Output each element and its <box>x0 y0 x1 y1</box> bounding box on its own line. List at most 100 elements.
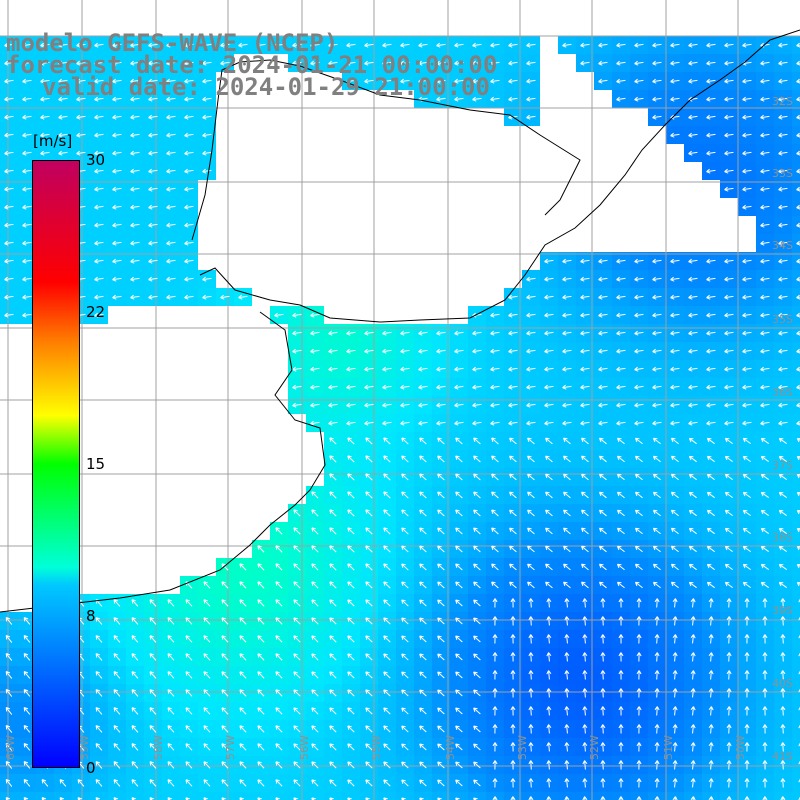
wind-arrow <box>652 276 662 282</box>
wind-arrow <box>311 491 319 499</box>
wind-arrow <box>257 617 265 625</box>
wind-arrow <box>564 670 570 680</box>
wind-arrow <box>400 60 410 66</box>
wind-arrow <box>600 688 606 698</box>
wind-arrow <box>275 671 283 679</box>
wind-arrow <box>581 581 589 589</box>
wind-arrow <box>688 312 698 318</box>
wind-arrow <box>473 689 481 697</box>
wind-arrow <box>293 725 301 733</box>
wind-arrow <box>473 527 481 535</box>
wind-arrow <box>636 688 642 698</box>
wind-arrow <box>580 366 590 372</box>
wind-arrow <box>22 294 32 300</box>
wind-arrow <box>509 491 517 499</box>
wind-speed-cell <box>792 234 800 252</box>
wind-arrow <box>742 491 751 499</box>
wind-arrow <box>184 204 194 210</box>
wind-arrow <box>455 653 463 661</box>
wind-arrow <box>383 617 391 625</box>
wind-arrow <box>599 491 607 499</box>
wind-arrow <box>546 634 552 644</box>
wind-arrow <box>544 330 554 336</box>
wind-arrow <box>544 294 554 300</box>
wind-arrow <box>780 670 786 680</box>
wind-arrow <box>238 294 248 300</box>
wind-speed-cell <box>216 792 234 800</box>
wind-arrow <box>329 491 337 499</box>
wind-arrow <box>598 78 608 84</box>
wind-arrow <box>347 599 355 607</box>
wind-arrow <box>419 653 427 661</box>
wind-arrow <box>527 437 535 445</box>
wind-arrow <box>400 420 410 426</box>
wind-arrow <box>724 420 734 426</box>
wind-arrow <box>544 276 554 282</box>
wind-arrow <box>293 671 301 679</box>
wind-arrow <box>293 779 301 787</box>
wind-arrow <box>364 348 374 354</box>
wind-arrow <box>347 527 355 535</box>
wind-arrow <box>562 348 572 354</box>
wind-speed-cell <box>432 792 450 800</box>
wind-arrow <box>293 743 301 751</box>
wind-arrow <box>544 402 554 408</box>
wind-arrow <box>491 527 499 535</box>
wind-arrow <box>616 437 625 445</box>
wind-arrow <box>311 599 319 607</box>
wind-arrow <box>473 743 481 751</box>
wind-arrow <box>202 96 212 102</box>
wind-arrow <box>311 545 319 553</box>
wind-arrow <box>455 779 463 787</box>
coastline <box>0 29 800 613</box>
wind-arrow <box>708 760 714 770</box>
wind-arrow <box>455 617 463 625</box>
wind-arrow <box>492 778 498 788</box>
wind-arrow <box>564 706 570 716</box>
wind-arrow <box>76 150 86 156</box>
wind-arrow <box>40 60 50 66</box>
wind-arrow <box>113 707 121 715</box>
wind-arrow <box>365 635 373 643</box>
wind-arrow <box>166 294 176 300</box>
wind-arrow <box>652 258 662 264</box>
wind-arrow <box>688 402 698 408</box>
wind-arrow <box>166 96 176 102</box>
wind-arrow <box>724 42 734 48</box>
wind-arrow <box>670 420 680 426</box>
wind-arrow <box>401 689 409 697</box>
wind-arrow <box>166 222 176 228</box>
wind-arrow <box>724 312 734 318</box>
wind-arrow <box>400 330 410 336</box>
wind-arrow <box>670 455 679 463</box>
wind-arrow <box>760 240 770 246</box>
wind-arrow <box>600 634 606 644</box>
wind-arrow <box>184 42 194 48</box>
wind-arrow <box>780 598 786 608</box>
wind-speed-cell <box>792 198 800 216</box>
longitude-label: 57W <box>224 735 237 760</box>
wind-arrow <box>491 509 499 517</box>
wind-arrow <box>167 635 175 643</box>
wind-arrow <box>780 742 786 752</box>
wind-arrow <box>744 616 750 626</box>
wind-arrow <box>203 725 211 733</box>
wind-arrow <box>546 598 552 608</box>
wind-arrow <box>706 150 716 156</box>
wind-arrow <box>562 384 572 390</box>
wind-arrow <box>292 366 302 372</box>
wind-arrow <box>582 778 588 788</box>
wind-arrow <box>564 634 570 644</box>
wind-arrow <box>634 420 644 426</box>
wind-arrow <box>130 96 140 102</box>
wind-arrow <box>724 437 733 445</box>
wind-arrow <box>654 706 660 716</box>
wind-arrow <box>23 725 31 733</box>
colorbar-tick: 30 <box>86 151 106 169</box>
wind-arrow <box>328 330 338 336</box>
wind-arrow <box>562 366 572 372</box>
wind-arrow <box>509 473 517 481</box>
wind-arrow <box>742 312 752 318</box>
wind-arrow <box>778 348 788 354</box>
wind-arrow <box>257 581 265 589</box>
